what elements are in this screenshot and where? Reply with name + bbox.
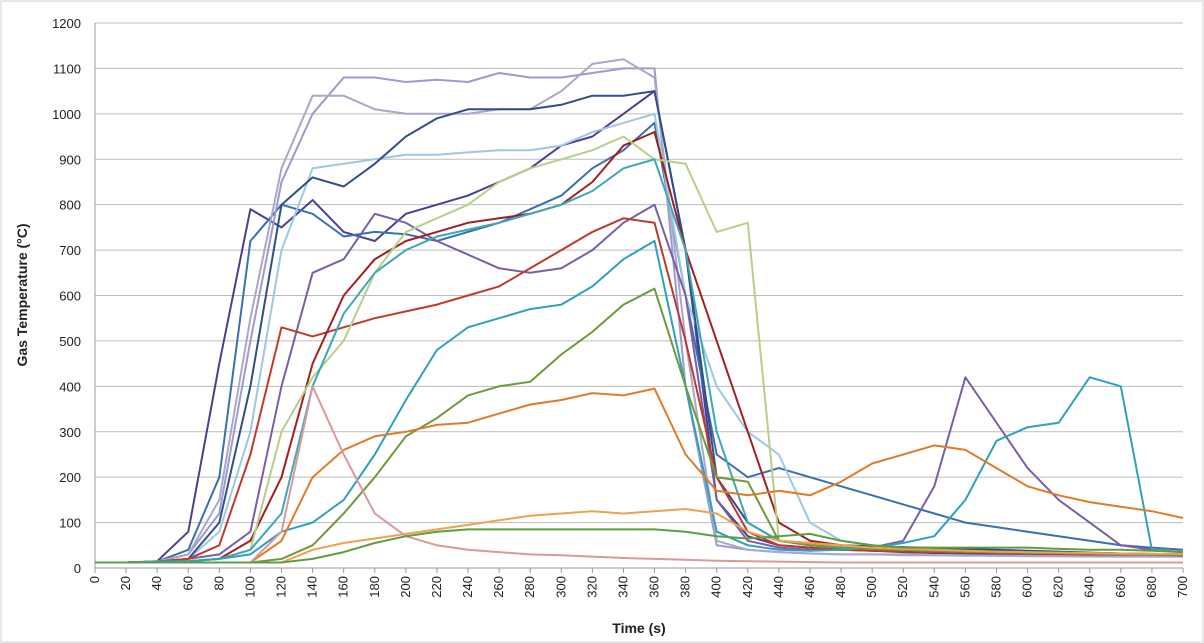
x-tick-label: 60 [180, 576, 195, 590]
x-tick-label: 120 [274, 576, 289, 598]
x-tick-label: 80 [211, 576, 226, 590]
x-tick-label: 200 [398, 576, 413, 598]
x-tick-label: 100 [242, 576, 257, 598]
y-tick-label: 1100 [53, 61, 81, 76]
x-tick-label: 640 [1082, 576, 1097, 598]
x-tick-label: 340 [615, 576, 630, 598]
x-tick-label: 520 [895, 576, 910, 598]
x-tick-label: 660 [1113, 576, 1128, 598]
x-tick-label: 320 [584, 576, 599, 598]
line-series [95, 385, 1183, 564]
line-series [95, 90, 1184, 564]
x-tick-label: 160 [336, 576, 351, 598]
y-tick-label: 0 [74, 561, 81, 576]
line-series [95, 58, 1183, 564]
x-tick-label: 180 [367, 576, 382, 598]
x-tick-label: 480 [833, 576, 848, 598]
x-tick-label: 500 [864, 576, 879, 598]
x-tick-label: 400 [709, 576, 724, 598]
x-tick-label: 280 [522, 576, 537, 598]
x-tick-label: 540 [926, 576, 941, 598]
x-tick-label: 680 [1144, 576, 1159, 598]
x-tick-label: 360 [647, 576, 662, 598]
x-tick-label: 260 [491, 576, 506, 598]
line-series [95, 203, 1184, 564]
y-tick-label: 100 [59, 516, 81, 531]
x-tick-label: 220 [429, 576, 444, 598]
x-tick-label: 240 [460, 576, 475, 598]
y-tick-label: 700 [59, 243, 81, 258]
y-tick-label: 600 [59, 289, 81, 304]
x-axis-label: Time (s) [612, 620, 665, 636]
y-tick-label: 1200 [52, 16, 81, 31]
x-tick-label: 460 [802, 576, 817, 598]
x-tick-label: 580 [988, 576, 1003, 598]
x-tick-label: 420 [740, 576, 755, 598]
y-tick-label: 1000 [52, 107, 81, 122]
x-tick-label: 440 [771, 576, 786, 598]
line-series [95, 387, 1184, 564]
y-axis-label: Gas Temperature (°C) [14, 223, 30, 366]
line-series [95, 528, 1184, 564]
x-tick-label: 140 [305, 576, 320, 598]
x-tick-label: 700 [1175, 576, 1190, 598]
x-tick-label: 560 [957, 576, 972, 598]
x-tick-label: 0 [87, 576, 102, 583]
x-tick-label: 300 [553, 576, 568, 598]
y-tick-label: 300 [59, 425, 81, 440]
y-tick-label: 900 [59, 152, 81, 167]
x-tick-label: 600 [1020, 576, 1035, 598]
x-tick-label: 380 [678, 576, 693, 598]
y-tick-label: 500 [59, 334, 81, 349]
y-tick-label: 200 [59, 470, 81, 485]
x-tick-label: 20 [118, 576, 133, 590]
x-tick-label: 40 [149, 576, 164, 590]
x-tick-label: 620 [1051, 576, 1066, 598]
y-tick-label: 800 [59, 198, 81, 213]
y-tick-label: 400 [59, 379, 81, 394]
